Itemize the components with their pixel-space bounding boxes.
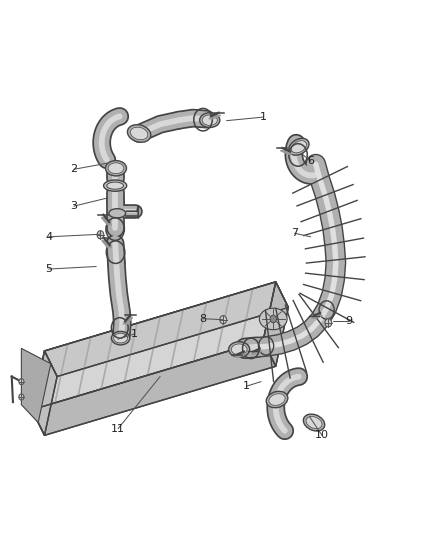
Text: 4: 4 bbox=[45, 232, 52, 242]
Ellipse shape bbox=[114, 333, 127, 343]
Ellipse shape bbox=[103, 180, 127, 191]
Polygon shape bbox=[312, 316, 322, 318]
Text: 2: 2 bbox=[71, 164, 78, 174]
Ellipse shape bbox=[109, 209, 126, 218]
Text: 3: 3 bbox=[71, 201, 78, 211]
Ellipse shape bbox=[304, 414, 325, 431]
Text: 9: 9 bbox=[345, 316, 352, 326]
Polygon shape bbox=[21, 349, 51, 423]
Polygon shape bbox=[101, 217, 111, 224]
Text: 6: 6 bbox=[307, 156, 314, 166]
Circle shape bbox=[19, 378, 24, 385]
Ellipse shape bbox=[266, 391, 288, 408]
Ellipse shape bbox=[291, 141, 307, 153]
Polygon shape bbox=[263, 282, 288, 366]
Circle shape bbox=[220, 316, 226, 324]
Ellipse shape bbox=[127, 125, 151, 142]
Text: 10: 10 bbox=[315, 430, 329, 440]
Polygon shape bbox=[32, 282, 276, 410]
Text: 1: 1 bbox=[131, 329, 138, 339]
Polygon shape bbox=[102, 240, 112, 247]
Ellipse shape bbox=[306, 416, 322, 429]
Polygon shape bbox=[32, 351, 57, 435]
Ellipse shape bbox=[202, 115, 217, 125]
Ellipse shape bbox=[259, 308, 287, 330]
Text: 11: 11 bbox=[111, 424, 125, 434]
Text: 1: 1 bbox=[243, 381, 250, 391]
Ellipse shape bbox=[131, 127, 148, 140]
Circle shape bbox=[97, 231, 104, 239]
Ellipse shape bbox=[269, 394, 285, 406]
Ellipse shape bbox=[107, 182, 124, 189]
Polygon shape bbox=[32, 341, 276, 435]
Polygon shape bbox=[280, 151, 292, 154]
Ellipse shape bbox=[200, 113, 220, 127]
Circle shape bbox=[325, 319, 332, 327]
Polygon shape bbox=[235, 354, 246, 357]
Ellipse shape bbox=[229, 342, 250, 357]
Ellipse shape bbox=[108, 163, 124, 174]
Text: 5: 5 bbox=[45, 264, 52, 274]
Text: 8: 8 bbox=[199, 314, 207, 324]
Ellipse shape bbox=[231, 344, 247, 355]
Ellipse shape bbox=[106, 160, 127, 176]
Ellipse shape bbox=[289, 139, 309, 155]
Ellipse shape bbox=[111, 332, 130, 345]
Polygon shape bbox=[251, 351, 262, 354]
Polygon shape bbox=[209, 115, 221, 119]
Circle shape bbox=[19, 394, 24, 400]
Polygon shape bbox=[45, 282, 288, 376]
Text: 1: 1 bbox=[260, 112, 267, 122]
Circle shape bbox=[270, 315, 276, 323]
Polygon shape bbox=[123, 318, 133, 324]
Text: 7: 7 bbox=[291, 228, 298, 238]
